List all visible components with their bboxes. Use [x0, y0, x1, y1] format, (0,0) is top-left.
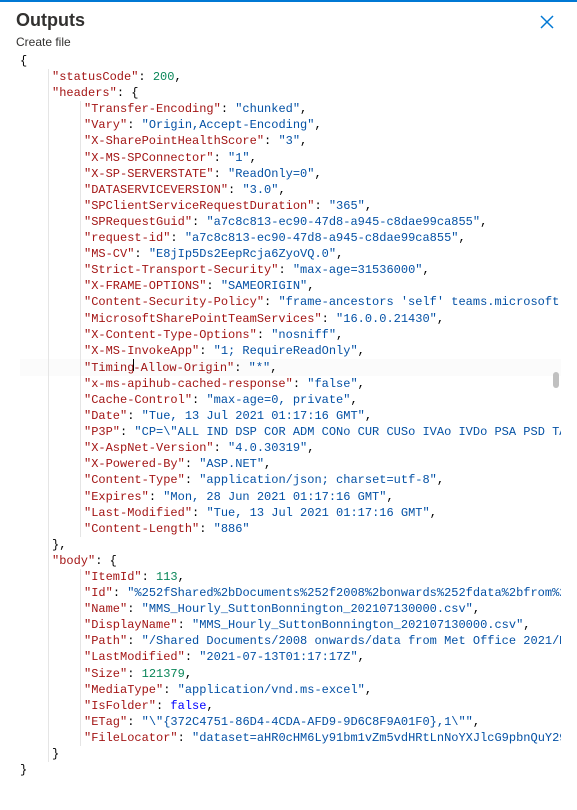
close-icon — [539, 14, 555, 30]
panel-title: Outputs — [16, 10, 561, 31]
panel-subtitle: Create file — [16, 35, 561, 49]
json-output[interactable]: {"statusCode": 200,"headers": {"Transfer… — [16, 53, 561, 778]
outputs-panel: Outputs Create file {"statusCode": 200,"… — [0, 0, 577, 810]
close-button[interactable] — [539, 14, 559, 34]
scrollbar-thumb[interactable] — [553, 372, 559, 388]
